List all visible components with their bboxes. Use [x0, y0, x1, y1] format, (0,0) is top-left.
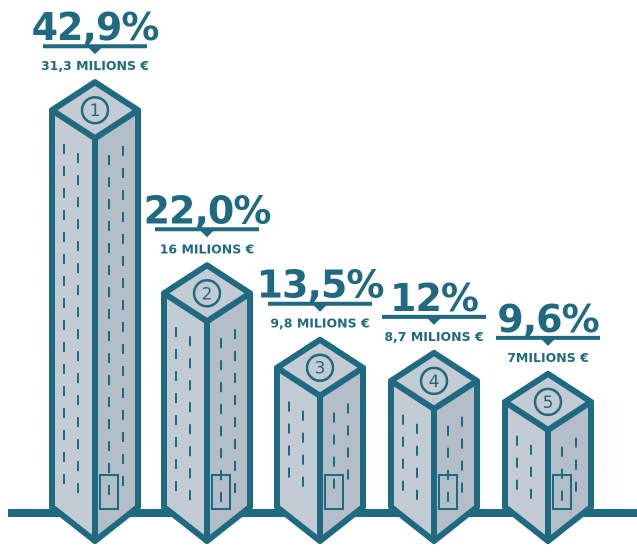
bar-label-4: 12% 8,7 MILIONS €	[382, 276, 486, 344]
building-1: 1	[49, 79, 141, 544]
value-label: 22,0%	[144, 188, 271, 232]
rank-label: 3	[315, 359, 326, 379]
rank-label: 5	[543, 393, 554, 413]
rank-circle	[419, 366, 449, 396]
label-pointer	[87, 46, 103, 55]
building-windows	[288, 401, 349, 489]
building-windows	[402, 414, 463, 502]
buildings-group: 1 2 3 4 5	[49, 79, 594, 544]
rank-circle	[80, 95, 110, 125]
building-windows	[175, 327, 236, 503]
rank-label: 1	[90, 101, 101, 121]
value-label: 12%	[390, 276, 478, 320]
labels-group: 42,9% 31,3 MILIONS € 22,0% 16 MILIONS €13,5…	[32, 5, 600, 365]
label-pointer	[540, 337, 556, 346]
rank-circle	[305, 353, 335, 382]
value-label: 9,6%	[497, 297, 598, 341]
amount-label: 7MILIONS €	[507, 350, 589, 365]
rank-circle	[192, 279, 222, 308]
bar-label-3: 13,5% 9,8 MILIONS €	[257, 263, 385, 331]
bar-label-2: 22,0% 16 MILIONS €	[144, 188, 272, 256]
rank-label: 4	[429, 372, 440, 392]
bar-label-5: 9,6% 7MILIONS €	[496, 297, 600, 365]
amount-label: 9,8 MILIONS €	[270, 316, 369, 331]
bar-label-1: 42,9% 31,3 MILIONS €	[32, 5, 160, 73]
building-2: 2	[161, 262, 253, 544]
label-pointer	[312, 303, 328, 312]
amount-label: 31,3 MILIONS €	[41, 58, 149, 73]
rank-label: 2	[202, 284, 213, 304]
building-door	[324, 474, 344, 510]
building-windows	[516, 435, 577, 501]
building-right-face	[92, 107, 141, 544]
building-4: 4	[388, 349, 480, 544]
rank-circle	[533, 387, 563, 417]
building-left-face	[161, 290, 210, 544]
building-door	[438, 474, 458, 510]
building-door	[211, 474, 231, 510]
label-pointer	[426, 316, 442, 325]
building-windows	[63, 144, 124, 496]
building-5: 5	[502, 370, 594, 544]
value-label: 13,5%	[257, 263, 384, 307]
building-right-face	[204, 290, 253, 544]
building-door	[552, 474, 572, 510]
building-left-face	[49, 107, 98, 544]
amount-label: 8,7 MILIONS €	[384, 329, 483, 344]
building-3: 3	[274, 336, 366, 544]
value-label: 42,9%	[32, 5, 159, 49]
label-pointer	[199, 229, 215, 238]
amount-label: 16 MILIONS €	[160, 241, 255, 256]
building-door	[99, 474, 119, 510]
